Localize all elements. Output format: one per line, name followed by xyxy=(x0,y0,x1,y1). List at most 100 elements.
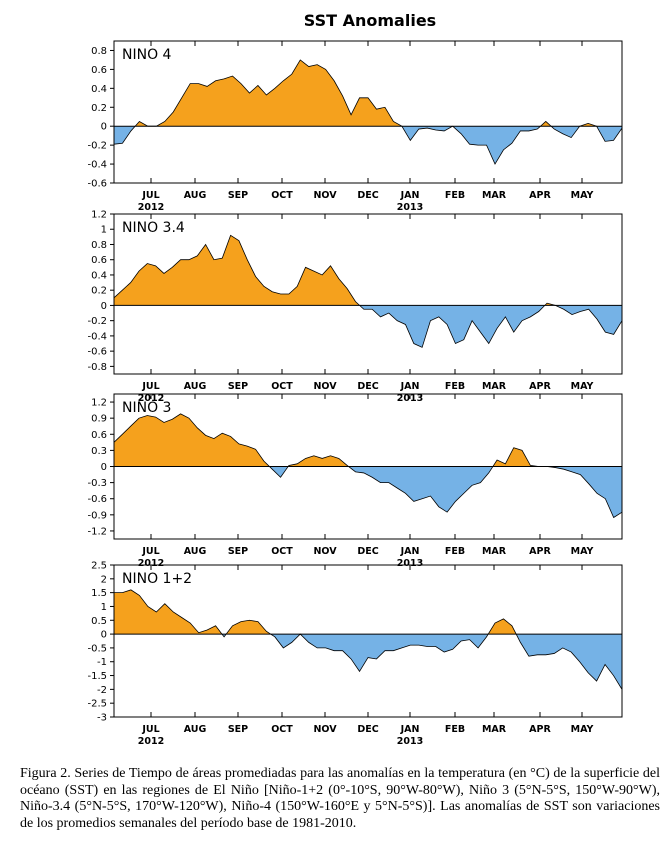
negative-anomaly-area xyxy=(114,126,622,165)
x-tick-label: OCT xyxy=(271,546,293,557)
year-label: 2012 xyxy=(138,558,164,569)
x-tick-label: NOV xyxy=(313,381,337,392)
x-tick-label: JUL xyxy=(141,381,159,392)
year-label: 2012 xyxy=(138,736,164,747)
chart-panels: -0.6 -0.4 -0.2 0 0.2 0.4 0.6 0.8 JUL AUG SEP OCT NOV… xyxy=(87,40,623,747)
y-tick-label: -0.4 xyxy=(87,160,107,171)
x-tick-label: MAR xyxy=(482,724,507,735)
x-tick-label: JAN xyxy=(400,190,420,201)
year-label: 2013 xyxy=(397,202,423,213)
chart-panel: -0.6 -0.4 -0.2 0 0.2 0.4 0.6 0.8 JUL AUG SEP OCT NOV… xyxy=(87,40,623,213)
positive-anomaly-area xyxy=(114,235,556,306)
y-tick-label: 0 xyxy=(101,122,107,133)
y-tick-label: 0 xyxy=(101,630,107,641)
y-tick-label: -0.2 xyxy=(87,316,107,327)
x-tick-label: FEB xyxy=(445,381,465,392)
x-tick-label: AUG xyxy=(184,546,207,557)
y-tick-label: 0.6 xyxy=(91,255,107,266)
x-tick-label: SEP xyxy=(228,381,248,392)
y-tick-label: 0.2 xyxy=(91,286,107,297)
x-tick-label: MAY xyxy=(571,546,594,557)
y-tick-label: 0.5 xyxy=(91,616,107,627)
x-tick-label: APR xyxy=(529,381,551,392)
y-tick-label: 2 xyxy=(101,574,107,585)
x-tick-label: AUG xyxy=(184,190,207,201)
x-tick-label: MAR xyxy=(482,381,507,392)
y-tick-label: -0.6 xyxy=(87,494,107,505)
x-tick-label: OCT xyxy=(271,190,293,201)
figure-title: SST Anomalies xyxy=(304,11,436,30)
sst-anomalies-figure: SST Anomalies -0.6 -0.4 -0.2 0 0.2 0.4 0.6 0.8 J… xyxy=(87,11,623,747)
x-tick-label: AUG xyxy=(184,381,207,392)
x-tick-label: MAY xyxy=(571,190,594,201)
x-tick-label: NOV xyxy=(313,190,337,201)
x-tick-label: FEB xyxy=(445,724,465,735)
x-tick-label: MAY xyxy=(571,724,594,735)
x-tick-label: MAR xyxy=(482,546,507,557)
series-line xyxy=(113,59,623,165)
x-tick-label: AUG xyxy=(184,724,207,735)
x-tick-label: DEC xyxy=(357,381,378,392)
y-tick-label: 0.4 xyxy=(91,270,107,281)
chart-panel: -0.8 -0.6 -0.4 -0.2 0 0.2 0.4 0.6 0.8 1 1.2 JUL AUG S… xyxy=(87,210,623,404)
x-tick-label: DEC xyxy=(357,724,378,735)
y-tick-label: -0.3 xyxy=(87,478,107,489)
positive-anomaly-area xyxy=(114,589,517,635)
y-tick-label: -0.6 xyxy=(87,179,107,190)
y-tick-label: -0.2 xyxy=(87,141,107,152)
y-tick-label: 2.5 xyxy=(91,561,107,572)
x-tick-label: DEC xyxy=(357,190,378,201)
y-tick-label: -2 xyxy=(97,685,107,696)
y-tick-label: -0.9 xyxy=(87,510,107,521)
y-tick-label: -1.5 xyxy=(87,671,107,682)
year-label: 2012 xyxy=(138,202,164,213)
x-tick-label: OCT xyxy=(271,724,293,735)
x-tick-label: JAN xyxy=(400,381,420,392)
year-label: 2013 xyxy=(397,736,423,747)
y-tick-label: 0 xyxy=(101,301,107,312)
panel-title: NINO 1+2 xyxy=(122,571,192,587)
y-tick-label: 0.9 xyxy=(91,414,107,425)
x-tick-label: FEB xyxy=(445,546,465,557)
y-tick-label: 0.8 xyxy=(91,240,107,251)
y-tick-label: 1.2 xyxy=(91,210,107,221)
chart-panel: -3 -2.5 -2 -1.5 -1 -0.5 0 0.5 1 1.5 2 2.5 JUL AUG SEP O… xyxy=(87,561,623,747)
x-tick-label: APR xyxy=(529,724,551,735)
year-label: 2013 xyxy=(397,558,423,569)
positive-anomaly-area xyxy=(135,59,597,127)
y-tick-label: 0.6 xyxy=(91,65,107,76)
x-tick-label: MAY xyxy=(571,381,594,392)
y-tick-label: -0.5 xyxy=(87,643,107,654)
panel-title: NINO 3.4 xyxy=(122,220,185,236)
y-tick-label: 0.8 xyxy=(91,46,107,57)
y-tick-label: 1.5 xyxy=(91,588,107,599)
y-tick-label: -0.8 xyxy=(87,362,107,373)
x-tick-label: JUL xyxy=(141,190,159,201)
y-tick-label: -0.6 xyxy=(87,347,107,358)
y-tick-label: 0.4 xyxy=(91,84,107,95)
negative-anomaly-area xyxy=(114,305,622,348)
x-tick-label: NOV xyxy=(313,724,337,735)
x-tick-label: JUL xyxy=(141,546,159,557)
y-tick-label: 1.2 xyxy=(91,398,107,409)
x-tick-label: NOV xyxy=(313,546,337,557)
x-tick-label: APR xyxy=(529,546,551,557)
panel-title: NINO 3 xyxy=(122,400,171,416)
y-tick-label: -1.2 xyxy=(87,526,107,537)
x-tick-label: JAN xyxy=(400,546,420,557)
x-tick-label: SEP xyxy=(228,190,248,201)
y-tick-label: 0 xyxy=(101,462,107,473)
y-tick-label: -2.5 xyxy=(87,699,107,710)
figure-caption: Figura 2. Series de Tiempo de áreas prom… xyxy=(20,766,660,831)
y-tick-label: 0.3 xyxy=(91,446,107,457)
negative-anomaly-area xyxy=(114,634,622,690)
y-tick-label: -0.4 xyxy=(87,331,107,342)
x-tick-label: JAN xyxy=(400,724,420,735)
positive-anomaly-area xyxy=(114,413,622,467)
x-tick-label: SEP xyxy=(228,724,248,735)
series-line xyxy=(113,234,623,348)
x-tick-label: OCT xyxy=(271,381,293,392)
y-tick-label: 1 xyxy=(101,602,107,613)
x-tick-label: SEP xyxy=(228,546,248,557)
x-tick-label: MAR xyxy=(482,190,507,201)
